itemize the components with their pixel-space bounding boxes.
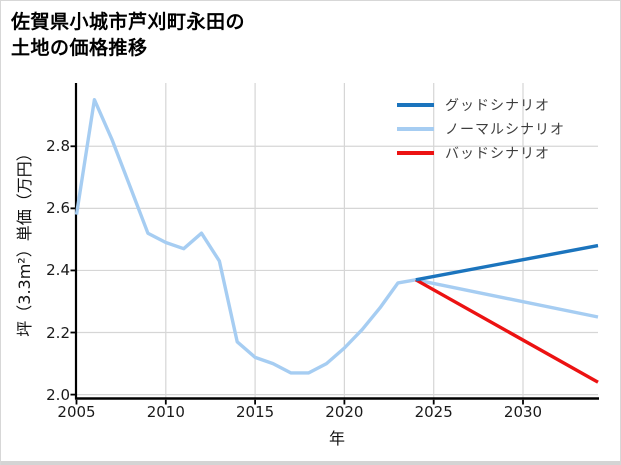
bottom-bar [1,461,620,465]
y-tick-label: 2.4 [46,261,70,280]
x-tick-label: 2015 [236,403,275,421]
legend-line-swatch [397,103,434,107]
legend-item-good: グッドシナリオ [397,93,565,117]
legend: グッドシナリオ ノーマルシナリオ バッドシナリオ [397,93,565,165]
x-tick-label: 2020 [325,403,364,421]
y-tick-label: 2.0 [46,385,70,404]
page-title: 佐賀県小城市芦刈町永田の 土地の価格推移 [11,9,245,61]
legend-label: バッドシナリオ [445,146,550,162]
series-line-bad [414,278,599,384]
legend-label: ノーマルシナリオ [445,122,565,138]
legend-line-swatch [397,127,434,131]
legend-label: グッドシナリオ [445,98,550,114]
legend-item-bad: バッドシナリオ [397,141,565,165]
series-line-history [74,97,417,375]
legend-line-swatch [397,151,434,155]
y-tick-label: 2.2 [46,323,70,342]
y-tick-label: 2.8 [46,137,70,156]
page-title-line1: 佐賀県小城市芦刈町永田の [11,11,246,33]
x-tick-label: 2010 [146,403,185,421]
x-tick-label: 2005 [57,403,96,421]
x-tick-label: 2030 [503,403,543,421]
series-line-good [415,243,599,282]
y-axis-label: 坪（3.3m²）単価（万円） [15,145,34,337]
series-line-normal [415,278,599,319]
x-axis-label: 年 [328,429,346,448]
legend-item-normal: ノーマルシナリオ [397,117,565,141]
y-tick-label: 2.6 [46,199,70,218]
x-tick-label: 2025 [414,403,453,421]
page-title-line2: 土地の価格推移 [11,37,148,60]
